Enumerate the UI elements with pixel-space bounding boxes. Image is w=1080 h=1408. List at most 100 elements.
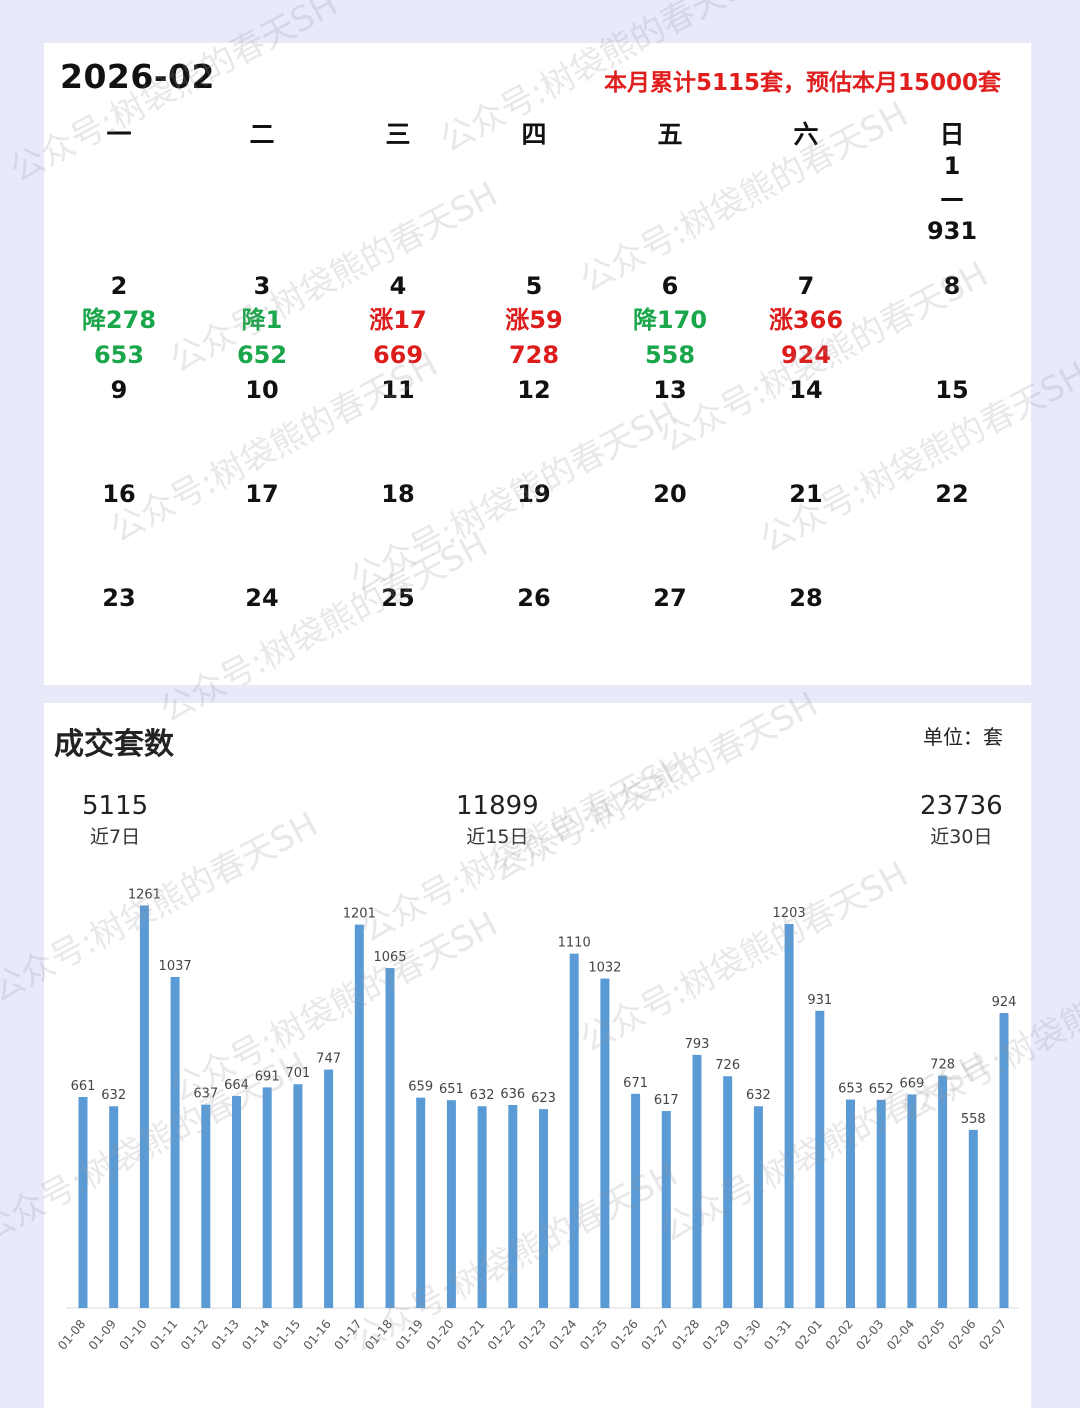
weekday-label: 四 xyxy=(521,120,547,149)
bar-value-label: 632 xyxy=(101,1088,126,1103)
calendar-summary: 本月累计5115套，预估本月15000套 xyxy=(603,70,1001,96)
bar-chart: 661 01-08 632 01-09 1261 01-10 1037 01-11 637 01-… xyxy=(55,887,1019,1353)
x-tick-label: 02-04 xyxy=(884,1317,917,1353)
day-volume: 931 xyxy=(926,217,978,245)
day-number: 16 xyxy=(102,480,136,508)
calendar-day-1: 1 — 931 xyxy=(882,149,1022,249)
stat-15-days: 11899 近15日 xyxy=(456,789,539,851)
bar-value-label: 617 xyxy=(654,1093,679,1108)
bar-02-04 xyxy=(907,1094,917,1308)
x-tick-label: 01-28 xyxy=(669,1317,702,1353)
bar-01-25 xyxy=(600,978,610,1308)
x-tick-label: 02-02 xyxy=(823,1317,856,1353)
day-number: 17 xyxy=(245,480,279,508)
calendar-day-15: 15 xyxy=(882,373,1022,407)
bar-value-label: 632 xyxy=(470,1088,495,1103)
bar-value-label: 669 xyxy=(899,1076,924,1091)
bar-value-label: 1261 xyxy=(128,887,161,902)
bar-01-24 xyxy=(569,953,579,1308)
bar-02-05 xyxy=(938,1075,948,1308)
x-tick-label: 01-16 xyxy=(301,1317,334,1353)
calendar-day-8: 8 xyxy=(882,269,1022,303)
weekday-label: 一 xyxy=(106,120,132,149)
stat-15-days-label: 近15日 xyxy=(466,826,529,848)
bar-01-16 xyxy=(324,1069,334,1308)
bar-value-label: 653 xyxy=(838,1082,863,1097)
day-number: 15 xyxy=(935,376,969,404)
bar-01-15 xyxy=(293,1084,303,1308)
bar-value-label: 793 xyxy=(685,1037,710,1052)
calendar-day-10: 10 xyxy=(192,373,332,407)
calendar-day-11: 11 xyxy=(328,373,468,407)
calendar-day-7: 7 涨366 924 xyxy=(736,269,876,373)
stat-7-days: 5115 近7日 xyxy=(82,789,148,851)
x-tick-label: 01-29 xyxy=(700,1317,733,1353)
day-number: 25 xyxy=(381,584,415,612)
day-change: 涨17 xyxy=(369,306,427,334)
x-tick-label: 01-15 xyxy=(270,1317,303,1353)
x-tick-label: 01-26 xyxy=(608,1317,641,1353)
day-number: 28 xyxy=(789,584,823,612)
bar-01-29 xyxy=(723,1076,733,1308)
bar-value-label: 661 xyxy=(71,1079,96,1094)
x-tick-label: 01-11 xyxy=(147,1317,180,1353)
x-tick-label: 01-13 xyxy=(209,1317,242,1353)
bar-value-label: 1065 xyxy=(373,950,406,965)
day-number: 23 xyxy=(102,584,136,612)
chart-panel: 成交套数 单位：套 5115 近7日 11899 近15日 23736 近30日… xyxy=(44,703,1031,1408)
bar-01-12 xyxy=(201,1104,211,1308)
bar-01-10 xyxy=(139,905,149,1308)
day-change: 降278 xyxy=(81,306,157,334)
day-number: 19 xyxy=(517,480,551,508)
day-number: 6 xyxy=(661,272,679,300)
x-tick-label: 01-19 xyxy=(393,1317,426,1353)
chart-title: 成交套数 xyxy=(54,727,174,762)
bar-value-label: 701 xyxy=(285,1066,310,1081)
day-volume: 653 xyxy=(93,341,145,369)
calendar-day-27: 27 xyxy=(600,581,740,615)
bar-01-08 xyxy=(78,1096,88,1308)
calendar-panel: 2026-02 本月累计5115套，预估本月15000套 一 二 三 四 五 六 日 1 — 9… xyxy=(44,43,1031,685)
day-number: 10 xyxy=(245,376,279,404)
bar-01-30 xyxy=(753,1106,763,1308)
bar-01-19 xyxy=(416,1097,426,1308)
day-number: 26 xyxy=(517,584,551,612)
x-tick-label: 01-08 xyxy=(55,1317,88,1353)
bar-01-31 xyxy=(784,923,794,1308)
day-number: 8 xyxy=(943,272,961,300)
bar-01-23 xyxy=(539,1109,548,1308)
x-tick-label: 01-25 xyxy=(577,1317,610,1353)
calendar-day-25: 25 xyxy=(328,581,468,615)
bar-01-11 xyxy=(170,976,180,1308)
calendar-month-title: 2026-02 xyxy=(60,57,215,96)
day-volume: 652 xyxy=(236,341,288,369)
stat-30-days: 23736 近30日 xyxy=(920,789,1003,851)
x-tick-label: 01-27 xyxy=(638,1317,671,1353)
calendar-day-22: 22 xyxy=(882,477,1022,511)
bar-01-27 xyxy=(661,1111,671,1308)
day-dash: — xyxy=(940,184,964,212)
calendar-day-14: 14 xyxy=(736,373,876,407)
calendar-day-2: 2 降278 653 xyxy=(49,269,189,373)
day-number: 2 xyxy=(110,272,128,300)
day-number: 27 xyxy=(653,584,687,612)
unit-label: 单位：套 xyxy=(923,725,1003,749)
bar-value-label: 637 xyxy=(193,1087,218,1102)
day-number: 9 xyxy=(110,376,128,404)
weekday-label: 三 xyxy=(385,120,411,149)
bar-02-07 xyxy=(999,1013,1009,1308)
bar-01-14 xyxy=(262,1087,272,1308)
x-tick-label: 01-12 xyxy=(178,1317,211,1353)
x-tick-label: 01-10 xyxy=(117,1317,150,1353)
weekday-label: 五 xyxy=(657,120,683,149)
day-number: 3 xyxy=(253,272,271,300)
bar-value-label: 728 xyxy=(930,1058,955,1073)
x-tick-label: 01-21 xyxy=(454,1317,487,1353)
bar-value-label: 652 xyxy=(869,1082,894,1097)
bar-02-02 xyxy=(846,1099,855,1308)
day-change: 降170 xyxy=(632,306,708,334)
bar-value-label: 726 xyxy=(715,1058,740,1073)
calendar-day-23: 23 xyxy=(49,581,189,615)
bar-02-01 xyxy=(815,1010,825,1308)
bar-value-label: 651 xyxy=(439,1082,464,1097)
